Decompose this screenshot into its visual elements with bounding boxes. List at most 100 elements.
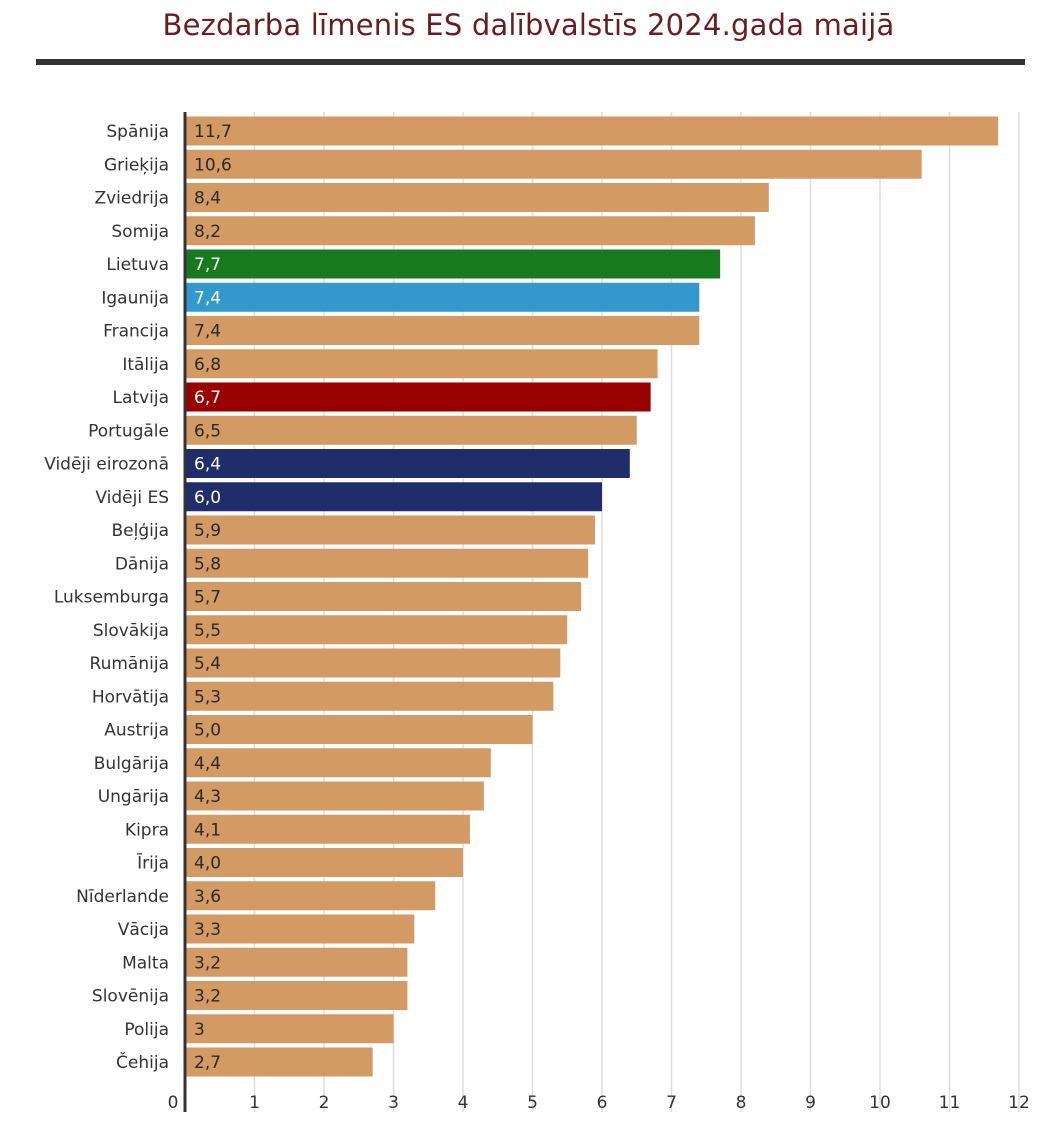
x-tick-label: 6 [597, 1093, 608, 1113]
category-label: Itālija [122, 355, 169, 375]
category-label: Grieķija [104, 155, 169, 175]
bar [185, 781, 484, 811]
bar [185, 748, 491, 778]
x-tick-label: 12 [1008, 1093, 1030, 1113]
bar [185, 216, 755, 246]
x-tick-label: 10 [869, 1093, 891, 1113]
bar [185, 548, 589, 578]
category-label: Spānija [106, 122, 169, 142]
data-label: 4,1 [194, 820, 221, 840]
bar [185, 881, 436, 911]
category-label: Slovēnija [92, 987, 169, 1007]
data-label: 10,6 [194, 155, 232, 175]
bar [185, 149, 922, 179]
category-label: Rumānija [90, 654, 169, 674]
data-label: 5,3 [194, 687, 221, 707]
data-label: 6,5 [194, 421, 221, 441]
x-tick-label: 8 [736, 1093, 747, 1113]
category-label: Bulgārija [94, 754, 169, 774]
category-label: Nīderlande [76, 887, 169, 907]
bar [185, 947, 408, 977]
bar [185, 415, 637, 445]
category-label: Francija [103, 322, 169, 342]
bar [185, 648, 561, 678]
title-divider [36, 59, 1025, 65]
x-tick-label: 0 [168, 1093, 179, 1113]
category-label: Portugāle [88, 421, 169, 441]
category-label: Igaunija [101, 288, 169, 308]
category-label: Luksemburga [54, 588, 169, 608]
bar [185, 615, 568, 645]
bar [185, 981, 408, 1010]
bar [185, 681, 554, 711]
bar [185, 515, 596, 545]
data-label: 6,4 [194, 455, 221, 475]
bar [185, 1047, 373, 1077]
bar [185, 715, 533, 744]
bar [185, 1014, 394, 1044]
x-tick-label: 9 [805, 1093, 816, 1113]
bar [185, 249, 721, 279]
bar [185, 814, 470, 844]
data-label: 4,4 [194, 754, 221, 774]
bar [185, 382, 651, 412]
chart-title: Bezdarba līmenis ES dalībvalstīs 2024.ga… [162, 8, 895, 42]
x-tick-label: 11 [939, 1093, 961, 1113]
data-label: 7,4 [194, 322, 221, 342]
category-label: Slovākija [93, 621, 169, 641]
data-label: 11,7 [194, 122, 232, 142]
data-label: 6,7 [194, 388, 221, 408]
bar [185, 482, 602, 512]
bar [185, 848, 463, 877]
category-label: Somija [111, 222, 169, 242]
data-label: 3 [194, 1020, 205, 1040]
bar [185, 582, 582, 611]
data-label: 3,2 [194, 953, 221, 973]
data-label: 5,5 [194, 621, 221, 641]
category-label: Malta [122, 953, 169, 973]
bar [185, 349, 658, 379]
category-label: Ungārija [98, 787, 169, 807]
data-label: 5,8 [194, 554, 221, 574]
x-tick-label: 7 [666, 1093, 677, 1113]
category-label: Īrija [137, 852, 169, 874]
data-label: 5,0 [194, 721, 221, 741]
category-label: Horvātija [92, 687, 169, 707]
bar [185, 449, 630, 478]
x-tick-label: 5 [527, 1093, 538, 1113]
category-label: Polija [124, 1020, 169, 1040]
category-label: Lietuva [106, 255, 169, 275]
data-label: 8,4 [194, 189, 221, 209]
data-label: 5,4 [194, 654, 221, 674]
category-label: Vidēji ES [95, 488, 169, 508]
data-label: 7,7 [194, 255, 221, 275]
category-label: Čehija [116, 1051, 169, 1073]
data-label: 6,0 [194, 488, 221, 508]
data-label: 4,3 [194, 787, 221, 807]
data-label: 7,4 [194, 288, 221, 308]
bar [185, 116, 999, 146]
x-tick-label: 3 [388, 1093, 399, 1113]
bar [185, 316, 700, 345]
data-label: 3,6 [194, 887, 221, 907]
data-label: 5,7 [194, 588, 221, 608]
data-label: 5,9 [194, 521, 221, 541]
data-label: 3,2 [194, 987, 221, 1007]
category-label: Latvija [113, 388, 169, 408]
category-label: Kipra [125, 820, 169, 840]
x-tick-label: 1 [249, 1093, 260, 1113]
category-label: Austrija [104, 721, 169, 741]
category-label: Vidēji eirozonā [44, 455, 169, 475]
bar [185, 282, 700, 312]
category-label: Dānija [115, 554, 169, 574]
category-label: Vācija [118, 920, 169, 940]
data-label: 6,8 [194, 355, 221, 375]
category-label: Zviedrija [94, 189, 169, 209]
x-tick-label: 2 [319, 1093, 330, 1113]
bar [185, 914, 415, 944]
data-label: 3,3 [194, 920, 221, 940]
bar [185, 183, 769, 212]
data-label: 8,2 [194, 222, 221, 242]
data-label: 2,7 [194, 1053, 221, 1073]
